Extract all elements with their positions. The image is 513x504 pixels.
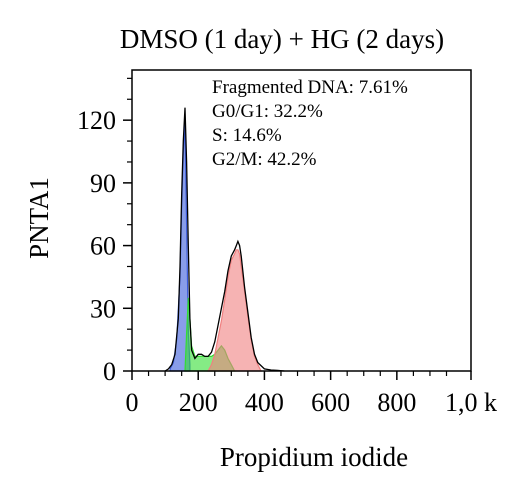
gate-stat-label: G0/G1: 32.2%: [212, 101, 323, 122]
series-area-2: [207, 249, 263, 372]
y-tick-label: 90: [90, 169, 116, 198]
plot-frame: [131, 69, 472, 372]
x-tick-label: 400: [245, 388, 284, 417]
x-tick-label: 200: [179, 388, 218, 417]
axes: 0 30 60 90 120 0 200 400 600 800 1,0 k: [77, 69, 497, 417]
y-tick-label: 30: [90, 294, 116, 323]
chart-title: DMSO (1 day) + HG (2 days): [120, 24, 444, 54]
y-tick-label: 0: [103, 357, 116, 386]
gate-stat-label: S: 14.6%: [212, 125, 282, 146]
y-tick-label: 120: [77, 106, 116, 135]
x-tick-label: 600: [311, 388, 350, 417]
annotations: Fragmented DNA: 7.61% G0/G1: 32.2% S: 14.6…: [212, 77, 408, 170]
x-tick-label: 800: [377, 388, 416, 417]
gate-stat-label: G2/M: 42.2%: [212, 149, 317, 170]
y-tick-label: 60: [90, 232, 116, 261]
plot-area: [164, 107, 285, 372]
x-tick-label: 1,0 k: [445, 388, 497, 417]
x-axis-label: Propidium iodide: [220, 442, 408, 472]
y-axis-label: PNTA1: [24, 177, 54, 259]
histogram-line: [164, 107, 285, 372]
x-tick-label: 0: [126, 388, 139, 417]
gate-stat-label: Fragmented DNA: 7.61%: [212, 77, 408, 98]
